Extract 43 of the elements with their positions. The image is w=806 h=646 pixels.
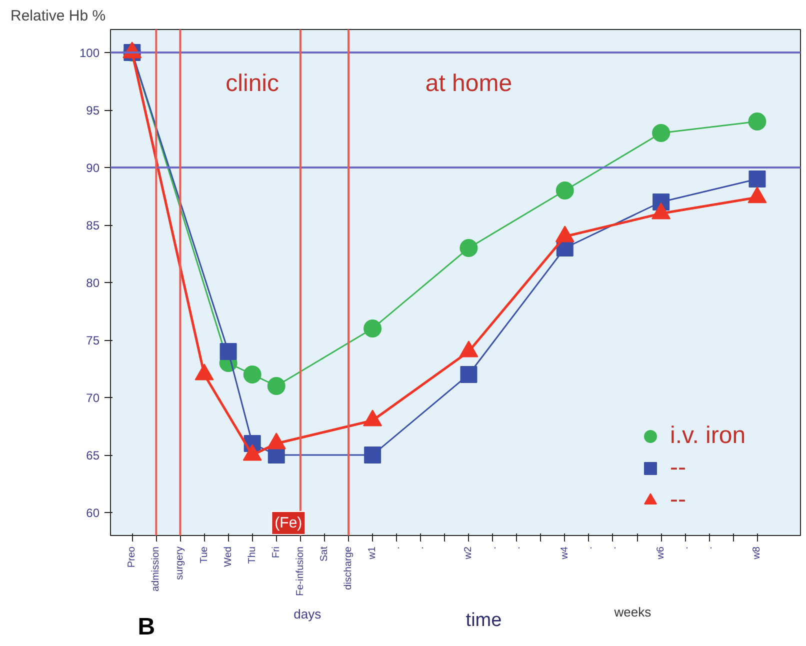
y-tick-label: 95 (86, 104, 100, 118)
y-tick-label: 85 (86, 218, 100, 232)
legend-label: -- (670, 454, 687, 482)
y-tick-label: 100 (79, 46, 100, 60)
x-tick-label: Tue (198, 546, 210, 564)
y-tick-label: 75 (86, 334, 100, 348)
x-tick-label: . (511, 546, 522, 550)
x-tick-label: w4 (559, 546, 570, 560)
text: B (138, 614, 156, 640)
x-tick-label: Wed (222, 546, 234, 567)
x-tick-label: Thu (246, 546, 258, 564)
x-tick-label: discharge (343, 546, 354, 590)
x-tick-label: w1 (367, 546, 378, 560)
y-tick-label: 80 (86, 276, 100, 290)
x-tick-label: Fe-infusion (294, 546, 306, 596)
annotation: (Fe) (274, 514, 302, 532)
text: weeks (613, 604, 652, 620)
legend-label: -- (670, 486, 687, 514)
x-tick-label: Preo (126, 546, 138, 568)
y-tick-label: 70 (86, 391, 100, 405)
x-tick-label: . (487, 546, 498, 550)
x-tick-label: . (415, 546, 426, 550)
x-tick-label: w8 (752, 546, 763, 560)
x-tick-label: Fri (270, 546, 282, 558)
legend-label: i.v. iron (670, 422, 747, 450)
text: days (294, 606, 322, 622)
x-tick-label: Sat (318, 546, 330, 562)
x-tick-label: . (704, 546, 715, 550)
annotation: clinic (226, 70, 280, 97)
x-tick-label: surgery (174, 546, 186, 580)
x-tick-label: w2 (463, 546, 474, 560)
x-tick-label: . (583, 546, 594, 550)
x-axis-title: time (466, 610, 502, 631)
y-tick-label: 60 (86, 506, 100, 520)
x-tick-label: admission (150, 546, 162, 592)
y-axis-title: Relative Hb % (10, 8, 106, 24)
annotation: at home (425, 70, 512, 97)
x-tick-label: . (607, 546, 618, 550)
x-tick-label: . (680, 546, 691, 550)
y-tick-label: 65 (86, 448, 100, 462)
x-tick-label: w6 (656, 546, 667, 560)
y-tick-label: 90 (86, 161, 100, 175)
x-tick-label: . (391, 546, 402, 550)
